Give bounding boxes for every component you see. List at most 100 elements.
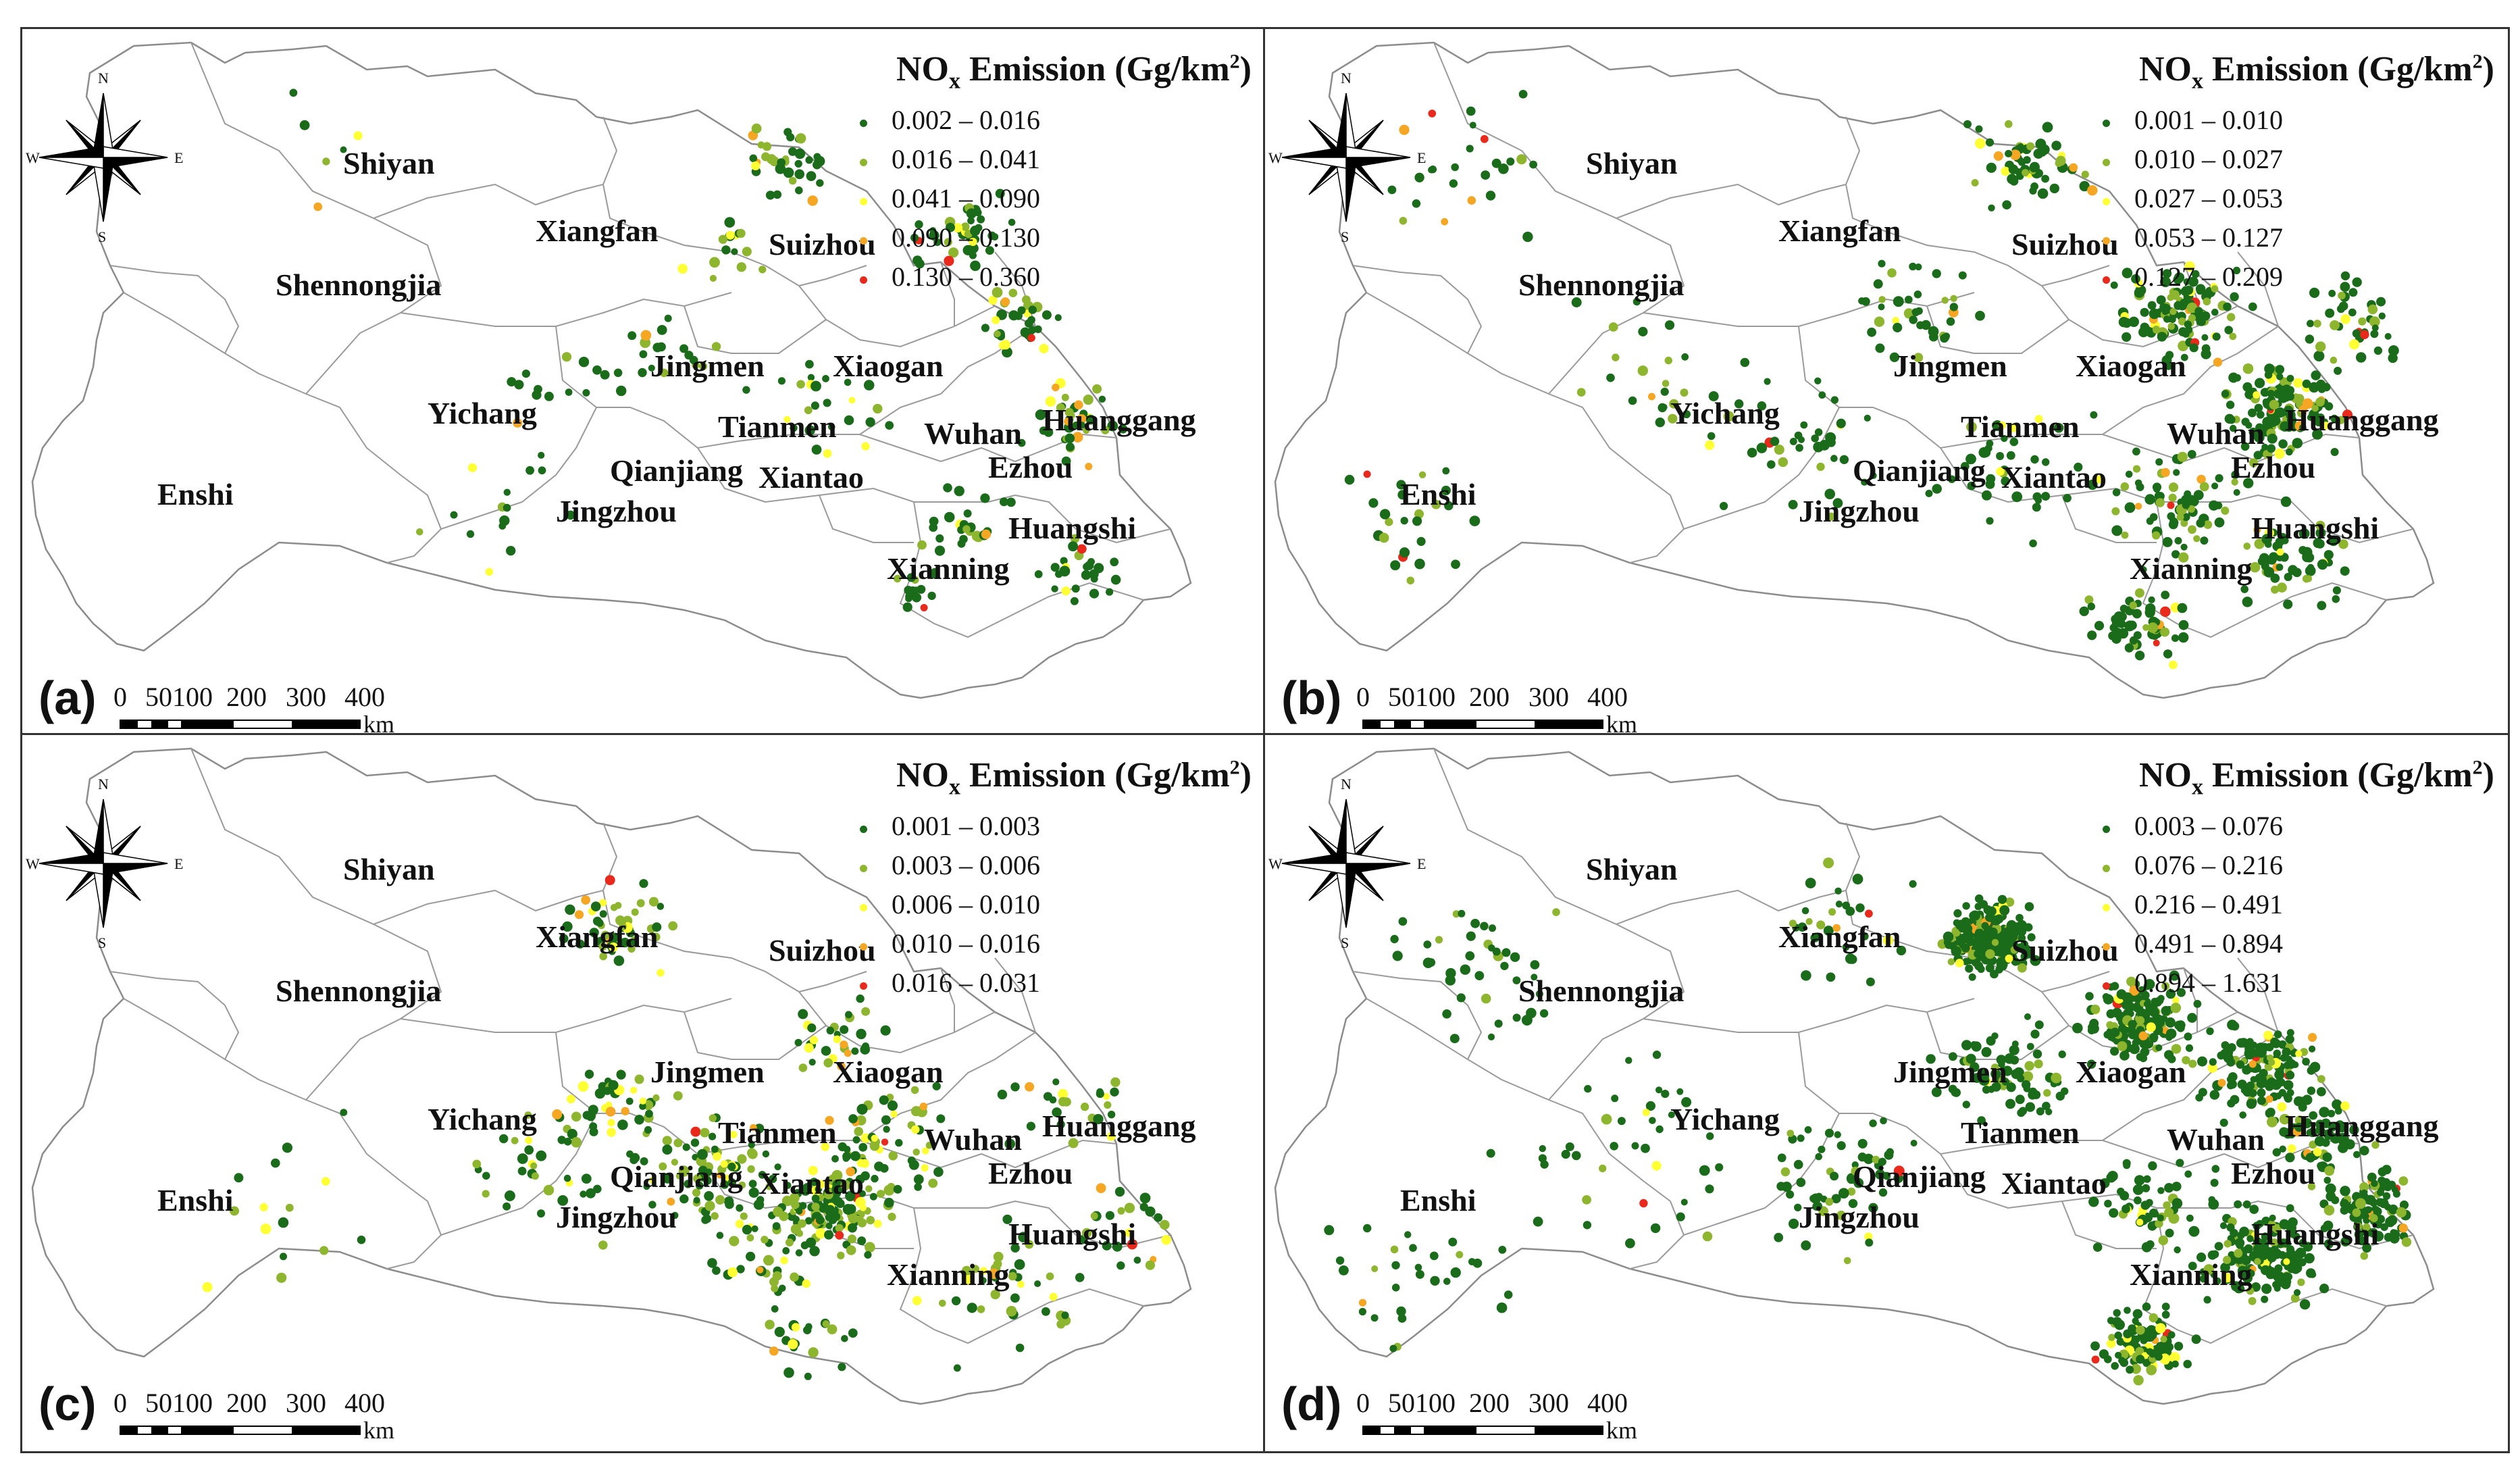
emission-point [718, 234, 728, 244]
emission-point [2120, 482, 2130, 491]
emission-point [2247, 1269, 2255, 1278]
emission-point [2221, 390, 2230, 398]
emission-point [871, 1134, 878, 1142]
emission-point [1552, 908, 1560, 916]
scale-tick-label: 100 [1415, 682, 1456, 712]
emission-point [2165, 1228, 2174, 1238]
emission-point [1070, 597, 1079, 605]
emission-point [1051, 585, 1058, 593]
emission-point [1089, 588, 1100, 599]
emission-point [679, 1165, 690, 1177]
emission-point [2280, 421, 2290, 432]
emission-point [629, 1086, 638, 1094]
emission-point [2157, 1214, 2164, 1221]
emission-point [2323, 1220, 2334, 1231]
emission-points [1344, 90, 2399, 670]
emission-point [2286, 448, 2293, 456]
emission-point [1869, 1119, 1877, 1128]
emission-point [2267, 390, 2275, 398]
emission-point [2237, 1080, 2247, 1090]
emission-point [2129, 985, 2140, 996]
legend-title-sup: 2 [1229, 756, 1240, 779]
emission-point [525, 1136, 533, 1144]
city-label-xianning: Xianning [2130, 551, 2253, 586]
emission-point [2230, 1094, 2240, 1105]
emission-point [2330, 356, 2338, 364]
emission-point [592, 365, 602, 375]
emission-point [2219, 1222, 2228, 1230]
emission-point [1435, 936, 1443, 944]
emission-point [1085, 463, 1093, 470]
legend-range-label: 0.027 – 0.053 [2134, 183, 2283, 214]
emission-point [2233, 488, 2240, 496]
emission-point [763, 1255, 774, 1266]
emission-point [2173, 469, 2180, 476]
emission-point [990, 1289, 1000, 1300]
emission-point [1468, 1258, 1476, 1265]
emission-point [1985, 138, 1995, 147]
emission-point [538, 466, 546, 475]
compass-letter-n: N [98, 70, 109, 86]
emission-point [2315, 1125, 2325, 1135]
emission-point [807, 195, 818, 206]
emission-point [2114, 628, 2122, 635]
emission-point [988, 295, 998, 305]
emission-point [2149, 1032, 2159, 1042]
emission-point [850, 1151, 860, 1161]
scale-segment [181, 1426, 234, 1435]
legend-title-sup: 2 [1229, 50, 1240, 73]
emission-point [1705, 440, 1715, 451]
scale-bar [1362, 1426, 1603, 1435]
emission-point [1682, 410, 1691, 419]
emission-point [1480, 134, 1489, 143]
scale-unit-label: km [1606, 1417, 1638, 1444]
city-label-xiaogan: Xiaogan [2076, 1055, 2186, 1089]
emission-point [557, 1136, 566, 1144]
emission-point [1107, 420, 1118, 432]
emission-point [2193, 535, 2201, 543]
emission-point [2024, 949, 2034, 959]
emission-point [960, 222, 970, 231]
emission-point [2030, 455, 2039, 464]
city-label-yichang: Yichang [428, 396, 537, 430]
emission-point [890, 1110, 898, 1118]
emission-point [2388, 1204, 2398, 1215]
emission-point [2087, 630, 2097, 640]
prefecture-boundary [2142, 501, 2387, 638]
emission-point [827, 1324, 838, 1334]
emission-point [698, 1165, 708, 1176]
emission-point [806, 171, 817, 181]
emission-point [992, 286, 1003, 298]
emission-point [794, 1038, 802, 1047]
emission-point [1469, 122, 1476, 129]
emission-point [2240, 442, 2250, 451]
emission-point [2145, 603, 2156, 614]
emission-point [1116, 1261, 1125, 1270]
city-label-qianjiang: Qianjiang [1853, 1159, 1986, 1194]
emission-point [648, 1177, 657, 1184]
emission-point [1017, 1280, 1025, 1288]
emission-point [2282, 1128, 2294, 1139]
emission-point [2342, 409, 2353, 420]
emission-point [1801, 907, 1809, 915]
emission-point [2043, 1089, 2051, 1097]
emission-point [841, 1335, 848, 1342]
emission-point [962, 525, 971, 533]
emission-point [995, 188, 1005, 199]
emission-point [1017, 306, 1026, 315]
legend-swatch [2103, 825, 2110, 833]
emission-point [2284, 1094, 2292, 1103]
emission-point [2188, 525, 2196, 534]
emission-point [725, 230, 735, 240]
emission-point [2309, 409, 2319, 420]
emission-point [1831, 1194, 1841, 1204]
emission-point [2275, 563, 2284, 571]
emission-point [2214, 517, 2225, 528]
emission-point [1880, 1117, 1887, 1125]
emission-point [2277, 582, 2287, 593]
scale-segment [232, 720, 293, 729]
emission-point [783, 1367, 794, 1378]
emission-point [856, 994, 865, 1003]
emission-point [2215, 474, 2223, 482]
emission-point [2168, 493, 2177, 502]
